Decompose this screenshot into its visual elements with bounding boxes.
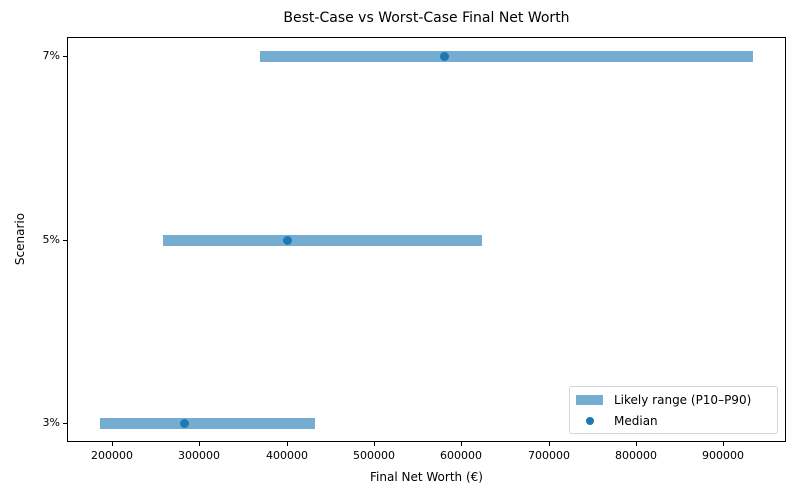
x-axis-label: Final Net Worth (€)	[370, 470, 483, 484]
range-swatch-icon	[576, 395, 603, 405]
x-tick-label: 300000	[178, 449, 220, 462]
y-tick-label: 3%	[42, 416, 60, 429]
x-tick	[112, 442, 113, 446]
x-tick-label: 800000	[615, 449, 657, 462]
x-tick-label: 200000	[91, 449, 133, 462]
median-point-7pct	[440, 52, 449, 61]
plot-area	[67, 37, 786, 442]
x-tick-label: 700000	[528, 449, 570, 462]
legend: Likely range (P10–P90) Median	[569, 386, 778, 434]
y-tick	[63, 240, 67, 241]
median-dot-icon	[585, 417, 594, 425]
median-point-3pct	[180, 419, 189, 428]
legend-item-range: Likely range (P10–P90)	[576, 392, 751, 408]
x-tick-label: 500000	[353, 449, 395, 462]
x-tick-label: 600000	[440, 449, 482, 462]
x-tick	[636, 442, 637, 446]
median-point-5pct	[283, 236, 292, 245]
y-tick-label: 5%	[42, 233, 60, 246]
x-tick	[723, 442, 724, 446]
x-tick-label: 400000	[266, 449, 308, 462]
legend-item-median: Median	[576, 413, 658, 429]
y-axis-label: Scenario	[13, 212, 27, 266]
y-tick	[63, 423, 67, 424]
x-tick	[549, 442, 550, 446]
x-tick-label: 900000	[702, 449, 744, 462]
legend-label: Likely range (P10–P90)	[614, 393, 752, 407]
legend-label: Median	[614, 414, 658, 428]
y-tick-label: 7%	[42, 49, 60, 62]
x-tick	[461, 442, 462, 446]
range-bar-3pct	[100, 418, 315, 429]
chart-title: Best-Case vs Worst-Case Final Net Worth	[283, 10, 570, 26]
y-tick	[63, 56, 67, 57]
x-tick	[374, 442, 375, 446]
x-tick	[287, 442, 288, 446]
range-bar-7pct	[260, 51, 753, 62]
x-tick	[199, 442, 200, 446]
range-bar-5pct	[163, 235, 482, 246]
